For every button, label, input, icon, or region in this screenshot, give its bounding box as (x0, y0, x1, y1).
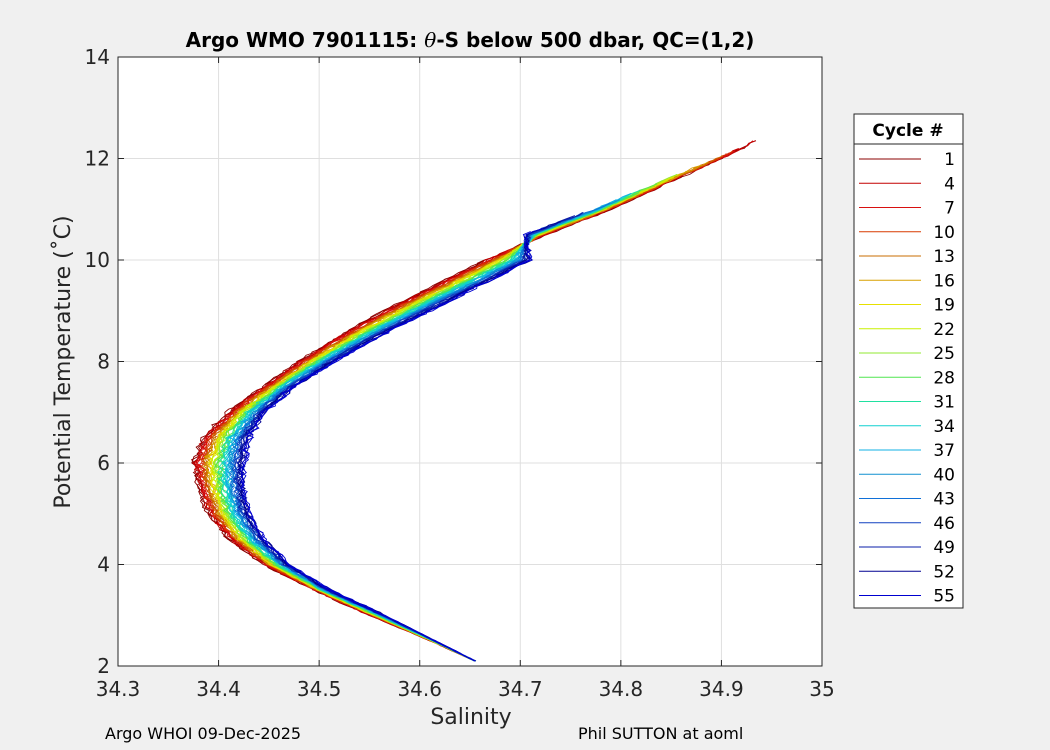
chart-title-prefix: Argo WMO 7901115: (186, 28, 425, 52)
legend-entries: 1 4 7 10 13 16 19 22 25 28 31 34 37 40 43 46 49 52 55 (859, 150, 955, 607)
profile-curves (190, 140, 757, 662)
x-tick-label: 34.8 (599, 677, 644, 701)
axis-ticks: 34.3 34.4 34.5 34.6 34.7 34.8 34.9 35 2 4 6 8 10 12 14 (85, 45, 835, 701)
y-tick-label: 12 (85, 147, 110, 171)
legend-label-31: 31 (933, 393, 955, 413)
legend-box (853, 113, 964, 609)
legend-label-40: 40 (933, 465, 955, 485)
y-tick-label: 10 (85, 248, 110, 272)
legend-label-37: 37 (933, 441, 955, 461)
legend-label-34: 34 (933, 417, 955, 437)
legend-label-7: 7 (944, 199, 955, 219)
legend-label-1: 1 (944, 150, 955, 170)
legend-title: Cycle # (872, 121, 943, 141)
legend-label-4: 4 (944, 174, 955, 194)
y-tick-label: 8 (97, 350, 110, 374)
legend-label-28: 28 (933, 368, 955, 388)
x-tick-label: 34.6 (397, 677, 442, 701)
footer-source: Argo WHOI 09-Dec-2025 (105, 724, 302, 743)
y-axis-label: Potential Temperature (˚C) (51, 215, 76, 508)
legend-label-25: 25 (933, 344, 955, 364)
legend-label-43: 43 (933, 490, 955, 510)
legend-label-49: 49 (933, 538, 955, 558)
chart-title-theta: θ (424, 28, 436, 52)
legend: Cycle # 1 4 7 10 13 16 19 22 25 28 31 34 37 40 43 46 49 5… (853, 113, 964, 609)
legend-label-22: 22 (933, 320, 955, 340)
footer-author: Phil SUTTON at aoml (578, 724, 744, 743)
x-axis-label: Salinity (430, 705, 511, 730)
x-tick-label: 35 (809, 677, 834, 701)
profile-line-cycle-55 (241, 227, 544, 662)
legend-label-16: 16 (933, 271, 955, 291)
legend-label-13: 13 (933, 247, 955, 267)
legend-label-46: 46 (933, 514, 955, 534)
y-tick-label: 6 (97, 451, 110, 475)
legend-label-55: 55 (933, 587, 955, 607)
y-tick-label: 14 (85, 45, 110, 69)
chart-title: Argo WMO 7901115: θ-S below 500 dbar, QC… (186, 28, 755, 52)
y-tick-label: 4 (97, 553, 110, 577)
x-tick-label: 34.3 (96, 677, 141, 701)
profile-line-cycle-55 (238, 231, 533, 662)
legend-label-10: 10 (933, 223, 955, 243)
y-tick-label: 2 (97, 654, 110, 678)
x-tick-label: 34.9 (699, 677, 744, 701)
x-tick-label: 34.5 (297, 677, 342, 701)
legend-label-52: 52 (933, 562, 955, 582)
legend-label-19: 19 (933, 296, 955, 316)
chart-title-suffix: -S below 500 dbar, QC=(1,2) (436, 28, 754, 52)
x-tick-label: 34.7 (498, 677, 543, 701)
x-tick-label: 34.4 (196, 677, 241, 701)
